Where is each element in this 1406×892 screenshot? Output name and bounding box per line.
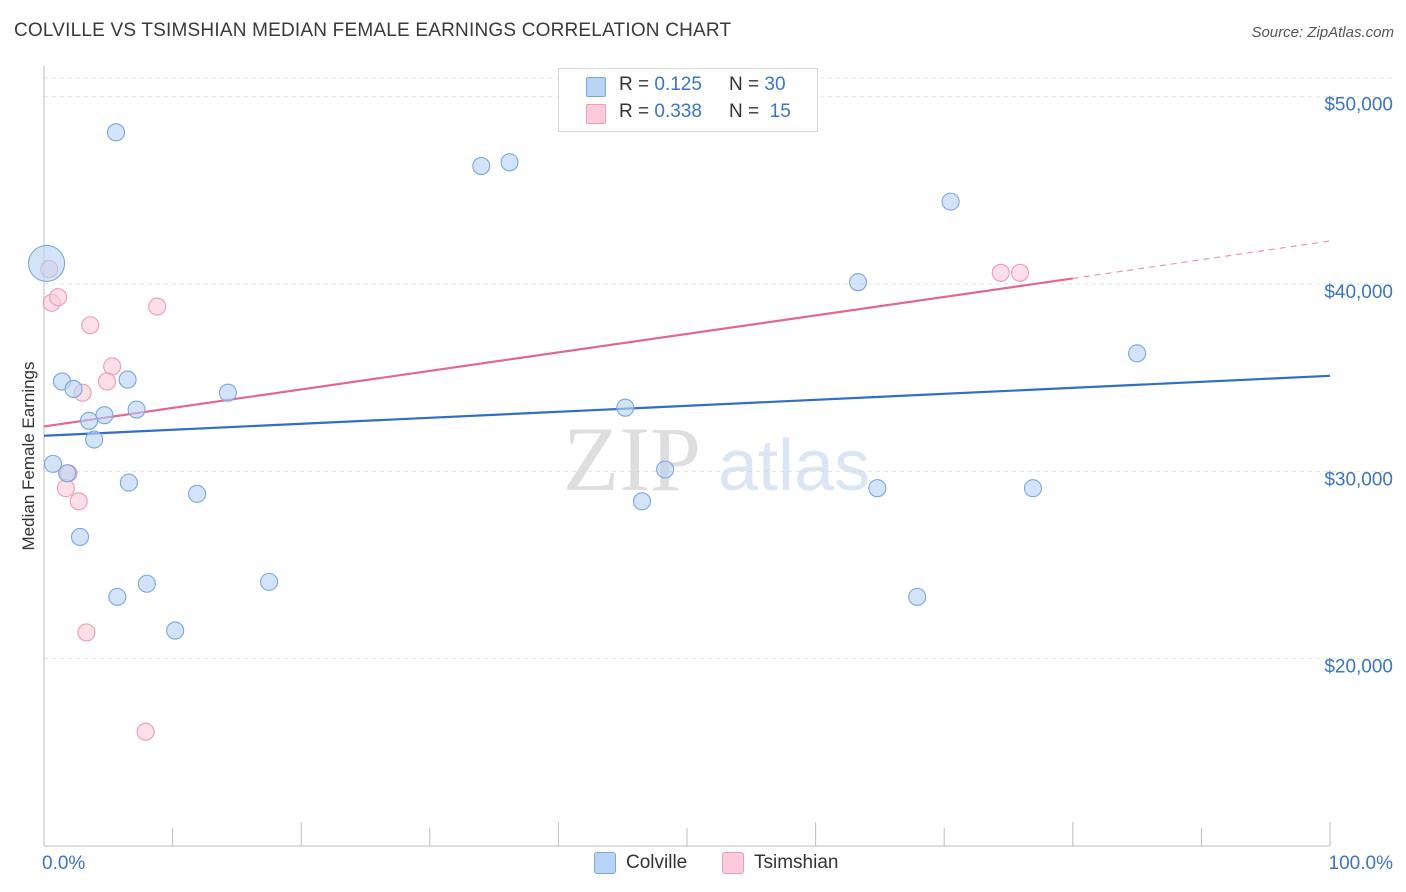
colville-point [137,574,156,593]
tsimshian-n-value: 15 [769,101,791,122]
label-layer: $20,000 $30,000 $40,000 $50,000 0.0% 100.0% Me… [19,95,1393,874]
colville-legend-label: Colville [626,852,688,873]
axis-layer [43,66,1331,847]
colville-point [1023,479,1042,498]
colville-point [64,379,83,398]
colville-trend-line [43,374,1331,437]
tsimshian-trend-extension [1072,240,1331,280]
colville-point [941,192,960,211]
legend-item-colville[interactable]: Colville [594,852,687,874]
tsimshian-legend-swatch [722,852,744,874]
colville-point [28,244,66,282]
colville-point [868,479,887,498]
colville-point [166,621,185,640]
tsimshian-point [56,479,75,498]
colville-r-label: R = [619,74,650,95]
x-tick-label-end: 100.0% [1329,853,1394,874]
colville-point [616,398,635,417]
colville-point [500,153,519,172]
colville-legend-swatch [594,852,616,874]
tsimshian-point [97,372,117,391]
tsimshian-legend-label: Tsimshian [754,852,839,873]
tsimshian-r-label: R = [619,101,650,122]
tsimshian-point [103,357,122,376]
y-axis-title: Median Female Earnings [19,362,38,551]
legend-stats: R = 0.125 N = 30 R = 0.338 N = 15 [558,68,818,132]
colville-r-value: 0.125 [654,74,702,95]
colville-point [106,123,126,142]
legend-item-tsimshian[interactable]: Tsimshian [722,852,838,874]
colville-n-value: 30 [764,74,786,95]
y-tick-label: $50,000 [1324,95,1393,116]
colville-point [108,587,127,606]
colville-point [85,430,104,449]
y-tick-label: $20,000 [1324,657,1393,678]
colville-point [218,383,237,402]
colville-point [118,370,137,389]
tsimshian-r-value: 0.338 [654,101,702,122]
trend-layer [43,240,1331,437]
tsimshian-point [81,316,100,335]
colville-point [908,587,927,606]
colville-point [119,473,138,492]
colville-point [58,464,77,483]
tsimshian-point [148,297,167,316]
tsimshian-trend-line [43,277,1073,428]
colville-point [259,572,279,591]
colville-point [79,411,99,430]
tsimshian-point [69,492,88,511]
tsimshian-point [49,288,68,307]
colville-point [43,454,63,473]
watermark-atlas: atlas [718,426,870,506]
tsimshian-point [1011,263,1030,282]
point-layer [28,123,1147,741]
colville-n-label: N = [729,74,760,95]
tsimshian-point [991,263,1010,282]
tsimshian-swatch [586,104,606,124]
colville-swatch [586,77,606,97]
grid-layer [44,77,1392,660]
colville-point [632,492,652,511]
x-tick-label-start: 0.0% [42,853,85,874]
colville-point [95,406,114,425]
chart-title: COLVILLE VS TSIMSHIAN MEDIAN FEMALE EARN… [14,20,732,41]
y-tick-label: $40,000 [1324,282,1393,303]
tsimshian-point [77,623,96,642]
watermark: ZIP atlas [563,408,870,510]
colville-point [187,484,207,503]
source-label: Source: ZipAtlas.com [1251,24,1394,41]
colville-point [656,460,675,479]
legend-series: Colville Tsimshian [0,852,1406,878]
tsimshian-n-label: N = [729,101,760,122]
colville-point [127,400,146,419]
colville-point [848,273,868,292]
colville-point [472,156,491,176]
y-tick-label: $30,000 [1324,469,1393,490]
tsimshian-point [136,722,155,741]
colville-point [70,527,90,546]
colville-point [1128,344,1147,363]
watermark-zip: ZIP [563,408,701,510]
